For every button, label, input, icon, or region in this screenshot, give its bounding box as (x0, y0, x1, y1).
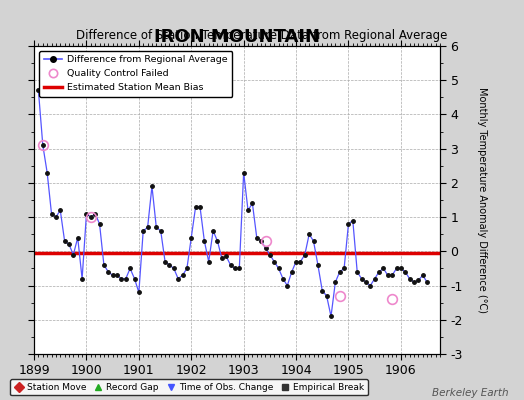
Text: Berkeley Earth: Berkeley Earth (432, 388, 508, 398)
Legend: Difference from Regional Average, Quality Control Failed, Estimated Station Mean: Difference from Regional Average, Qualit… (39, 51, 233, 97)
Legend: Station Move, Record Gap, Time of Obs. Change, Empirical Break: Station Move, Record Gap, Time of Obs. C… (10, 379, 368, 396)
Title: IRON MOUNTAIN: IRON MOUNTAIN (154, 28, 320, 46)
Y-axis label: Monthly Temperature Anomaly Difference (°C): Monthly Temperature Anomaly Difference (… (477, 87, 487, 313)
Text: Difference of Station Temperature Data from Regional Average: Difference of Station Temperature Data f… (77, 29, 447, 42)
